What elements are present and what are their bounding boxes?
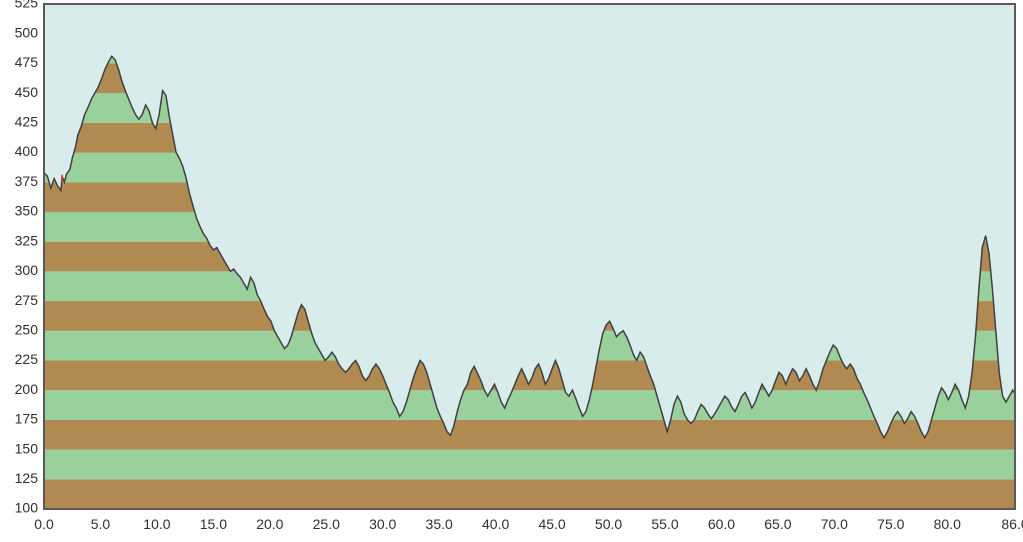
- svg-text:40.0: 40.0: [482, 516, 509, 532]
- svg-text:75.0: 75.0: [877, 516, 904, 532]
- svg-text:50.0: 50.0: [595, 516, 622, 532]
- svg-text:400: 400: [15, 143, 39, 159]
- svg-text:20.0: 20.0: [256, 516, 283, 532]
- svg-text:80.0: 80.0: [934, 516, 961, 532]
- svg-text:175: 175: [15, 411, 39, 427]
- chart-svg: 100 125 150 175 200 225 250 275 300 325 350 375 400 4…: [0, 0, 1023, 537]
- svg-text:500: 500: [15, 24, 39, 40]
- svg-text:350: 350: [15, 203, 39, 219]
- svg-text:55.0: 55.0: [651, 516, 678, 532]
- svg-text:0.0: 0.0: [34, 516, 54, 532]
- svg-text:100: 100: [15, 500, 39, 516]
- svg-text:86.0: 86.0: [1001, 516, 1023, 532]
- svg-text:325: 325: [15, 232, 39, 248]
- svg-text:60.0: 60.0: [708, 516, 735, 532]
- elevation-profile-chart: 100 125 150 175 200 225 250 275 300 325 350 375 400 4…: [0, 0, 1023, 542]
- svg-text:25.0: 25.0: [313, 516, 340, 532]
- svg-text:425: 425: [15, 114, 39, 130]
- svg-text:225: 225: [15, 351, 39, 367]
- svg-text:275: 275: [15, 292, 39, 308]
- svg-text:375: 375: [15, 173, 39, 189]
- svg-text:525: 525: [15, 0, 39, 11]
- svg-text:150: 150: [15, 440, 39, 456]
- svg-text:300: 300: [15, 262, 39, 278]
- svg-text:70.0: 70.0: [821, 516, 848, 532]
- svg-text:200: 200: [15, 381, 39, 397]
- svg-text:30.0: 30.0: [369, 516, 396, 532]
- svg-text:10.0: 10.0: [143, 516, 170, 532]
- svg-text:15.0: 15.0: [200, 516, 227, 532]
- svg-text:125: 125: [15, 470, 39, 486]
- svg-text:450: 450: [15, 84, 39, 100]
- svg-text:5.0: 5.0: [91, 516, 111, 532]
- svg-text:45.0: 45.0: [538, 516, 565, 532]
- svg-text:250: 250: [15, 321, 39, 337]
- svg-text:475: 475: [15, 54, 39, 70]
- svg-text:35.0: 35.0: [426, 516, 453, 532]
- svg-text:65.0: 65.0: [764, 516, 791, 532]
